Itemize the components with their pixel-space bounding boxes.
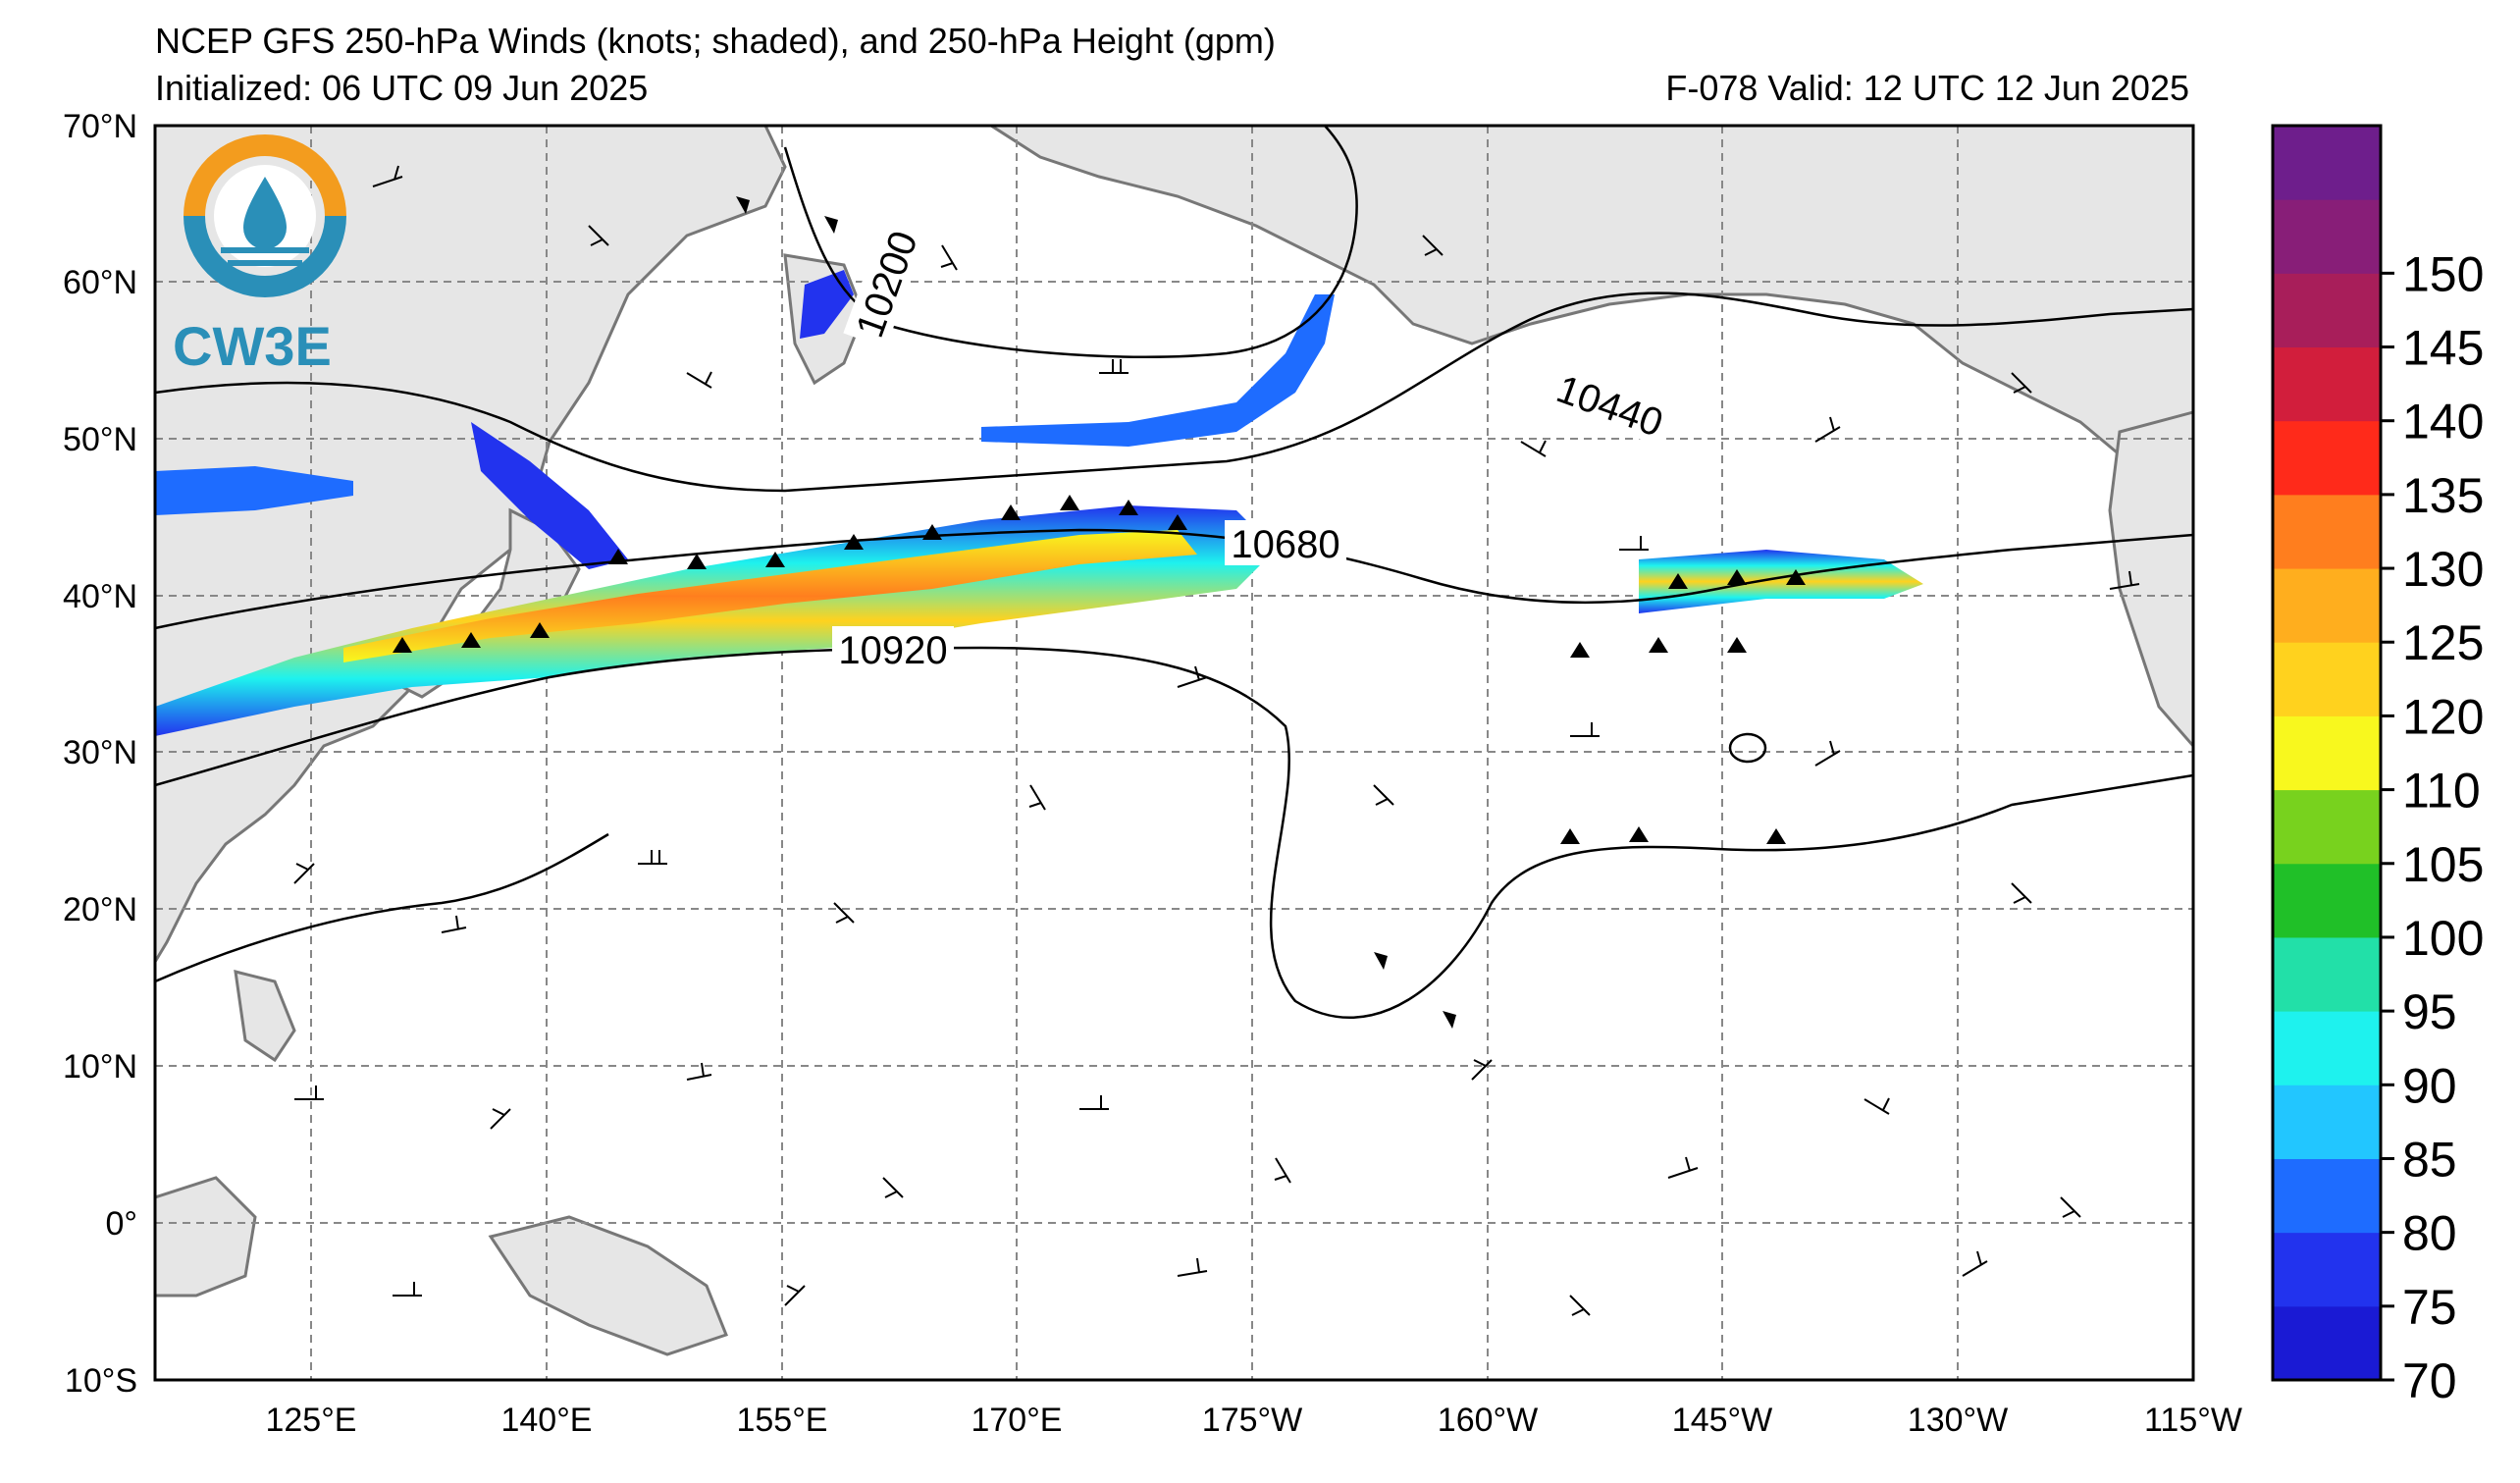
contour-10440 <box>155 291 2193 493</box>
initialized-time: Initialized: 06 UTC 09 Jun 2025 <box>155 68 649 108</box>
lat-label: 10°S <box>65 1362 137 1400</box>
contour-label-10920: 10920 <box>832 626 954 672</box>
longitude-labels: 125°E 140°E 155°E 170°E 175°W 160°W 145°… <box>265 1402 2241 1439</box>
drop-icon <box>243 177 287 249</box>
jet-stream-shading <box>155 270 1923 736</box>
colorbar-segment <box>2273 199 2381 274</box>
colorbar-segment <box>2273 1305 2381 1381</box>
colorbar-tick-label: 125 <box>2402 615 2484 670</box>
logo-ring-top <box>184 134 346 217</box>
lat-label: 50°N <box>63 421 137 458</box>
colorbar-segment <box>2273 715 2381 791</box>
colorbar-segment <box>2273 273 2381 348</box>
lon-label: 160°W <box>1438 1402 1538 1439</box>
lat-label: 60°N <box>63 264 137 301</box>
colorbar-tick-label: 95 <box>2402 984 2457 1039</box>
lon-label: 140°E <box>500 1402 592 1439</box>
colorbar-tick-label: 80 <box>2402 1206 2457 1261</box>
colorbar-tick-label: 85 <box>2402 1132 2457 1187</box>
lon-label: 145°W <box>1672 1402 1772 1439</box>
colorbar-segment <box>2273 1158 2381 1234</box>
colorbar-segment <box>2273 863 2381 938</box>
colorbar-tick-label: 110 <box>2402 764 2481 819</box>
jet-east-pacific <box>1639 550 1923 613</box>
lon-label: 170°E <box>971 1402 1062 1439</box>
colorbar-tick-label: 100 <box>2402 911 2484 966</box>
colorbar-tick-label: 135 <box>2402 468 2484 523</box>
jet-northern-branch <box>471 422 628 569</box>
cw3e-logo: CW3E <box>173 134 346 377</box>
jet-west-asia <box>155 466 353 515</box>
colorbar-segment <box>2273 936 2381 1012</box>
lat-label: 0° <box>105 1205 137 1243</box>
lon-label: 130°W <box>1908 1402 2008 1439</box>
colorbar-segment <box>2273 494 2381 569</box>
colorbar-tick-label: 140 <box>2402 395 2484 450</box>
latitude-labels: 70°N 60°N 50°N 40°N 30°N 20°N 10°N 0° 10… <box>63 108 137 1400</box>
valid-time: F-078 Valid: 12 UTC 12 Jun 2025 <box>1665 68 2189 108</box>
colorbar-segment <box>2273 420 2381 496</box>
colorbar-segment <box>2273 1011 2381 1086</box>
contour-10920 <box>155 646 2193 1020</box>
colorbar-frame <box>2271 124 2383 1382</box>
svg-text:10920: 10920 <box>838 629 947 672</box>
colorbar-tick-label: 130 <box>2402 542 2484 597</box>
land-alaska <box>988 126 2193 512</box>
chart-title: NCEP GFS 250-hPa Winds (knots; shaded), … <box>155 21 1276 61</box>
colorbar-segment <box>2273 126 2381 200</box>
colorbar-tick-label: 105 <box>2402 837 2484 892</box>
colorbar-segment <box>2273 642 2381 716</box>
colorbar-tick-label: 70 <box>2402 1353 2457 1408</box>
contour-label-10680: 10680 <box>1225 520 1346 566</box>
jet-upper-arc <box>981 294 1335 447</box>
colorbar-tick-label: 120 <box>2402 689 2484 744</box>
colorbar-tick-label: 75 <box>2402 1280 2457 1335</box>
land-philippines <box>234 970 296 1063</box>
jet-core <box>343 530 1197 662</box>
lat-label: 20°N <box>63 891 137 928</box>
colorbar-segment <box>2273 346 2381 422</box>
lon-label: 155°E <box>736 1402 827 1439</box>
colorbar-segment <box>2273 1085 2381 1159</box>
colorbar: 70 75 80 85 90 95 100 105 110 120 125 130 135 140 145 1… <box>2271 124 2484 1408</box>
colorbar-tick-label: 150 <box>2402 246 2484 301</box>
wind-barbs <box>225 165 2140 1316</box>
lat-label: 40°N <box>63 578 137 615</box>
colorbar-tick-label: 90 <box>2402 1058 2457 1113</box>
lat-label: 30°N <box>63 734 137 771</box>
colorbar-segment <box>2273 1232 2381 1307</box>
land-new-guinea <box>488 1215 728 1356</box>
jet-small-north <box>800 270 854 339</box>
lon-label: 175°W <box>1202 1402 1302 1439</box>
map-frame <box>153 124 2195 1382</box>
colorbar-tick-label: 145 <box>2402 321 2484 376</box>
logo-text: CW3E <box>173 315 332 377</box>
wind-flags <box>393 196 1806 1029</box>
contour-small-low <box>1728 732 1767 764</box>
colorbar-segment <box>2273 568 2381 643</box>
contour-10200 <box>783 126 1358 358</box>
svg-text:10680: 10680 <box>1231 523 1339 566</box>
lat-label: 10°N <box>63 1048 137 1086</box>
lat-label: 70°N <box>63 108 137 145</box>
land-borneo <box>155 1176 257 1298</box>
contour-south <box>155 832 609 983</box>
logo-ring-bottom <box>184 215 346 297</box>
lon-label: 125°E <box>265 1402 356 1439</box>
colorbar-segment <box>2273 789 2381 865</box>
lon-label: 115°W <box>2144 1402 2242 1439</box>
land-north-america <box>2108 410 2193 749</box>
